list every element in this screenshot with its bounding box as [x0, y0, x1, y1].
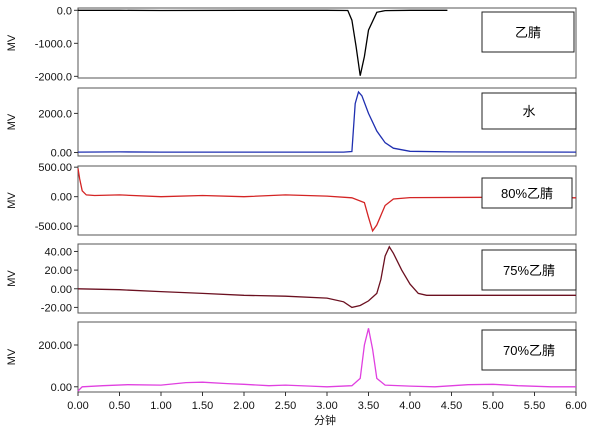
legend-box	[481, 11, 575, 53]
y-tick-label: -1000.0	[35, 38, 72, 50]
y-tick-label: 0.00	[51, 284, 72, 296]
series-label: 水	[522, 104, 535, 119]
x-tick-label: 2.50	[275, 400, 296, 412]
y-tick-label: 500.00	[38, 162, 72, 174]
x-tick-label: 6.00	[565, 400, 586, 412]
series-line	[78, 9, 448, 76]
x-axis: 0.00 0.50 1.00 1.50 2.00 2.50 3.00 3.50 4.00 4.50…	[67, 392, 587, 427]
x-tick-label: 2.00	[233, 400, 254, 412]
y-tick-label: 2000.0	[38, 108, 72, 120]
y-tick-label: -20.00	[41, 302, 72, 314]
x-tick-label: 4.50	[441, 400, 462, 412]
series-line	[77, 90, 577, 153]
legend-box	[481, 249, 577, 291]
y-tick-label: 0.00	[51, 147, 72, 159]
y-tick-label: 0.0	[57, 5, 72, 17]
x-tick-label: 5.50	[524, 400, 545, 412]
panel-1: 0.0 -1000.0 -2000.0 MV 乙腈	[6, 5, 577, 83]
legend-box	[481, 177, 573, 209]
x-tick-label: 3.50	[358, 400, 379, 412]
series-line	[77, 328, 576, 392]
x-tick-label: 4.00	[399, 400, 420, 412]
x-tick-label: 0.50	[109, 400, 130, 412]
y-tick-label: 0.00	[51, 382, 72, 394]
y-tick-label: 200.00	[38, 340, 72, 352]
panel-3: 500.00 0.00 -500.00 MV 80%乙腈	[6, 162, 577, 236]
y-axis-label: MV	[6, 270, 18, 287]
panel-4: 40.00 20.00 0.00 -20.00 MV 75%乙腈	[6, 243, 577, 314]
legend-box	[481, 92, 577, 130]
x-tick-label: 5.00	[482, 400, 503, 412]
y-axis-label: MV	[6, 348, 18, 365]
series-label: 70%乙腈	[503, 343, 555, 358]
y-tick-label: 0.00	[51, 192, 72, 204]
y-axis-label: MV	[6, 34, 18, 51]
x-tick-label: 3.00	[316, 400, 337, 412]
y-tick-label: 40.00	[44, 246, 72, 258]
x-tick-label: 1.00	[150, 400, 171, 412]
x-tick-label: 1.50	[192, 400, 213, 412]
legend-box	[481, 329, 577, 371]
x-tick-label: 0.00	[67, 400, 88, 412]
y-tick-label: 20.00	[44, 265, 72, 277]
panel-5: 200.00 0.00 MV 70%乙腈	[6, 321, 577, 394]
y-axis-label: MV	[6, 192, 18, 209]
series-label: 75%乙腈	[503, 263, 555, 278]
series-label: 80%乙腈	[501, 186, 553, 201]
y-tick-label: -500.00	[35, 221, 72, 233]
x-axis-label: 分钟	[314, 413, 336, 427]
y-tick-label: -2000.0	[35, 71, 72, 83]
series-label: 乙腈	[515, 25, 541, 40]
series-line	[77, 168, 577, 233]
panel-2: 0.00 2000.0 MV 水	[6, 87, 577, 159]
y-axis-label: MV	[6, 113, 18, 130]
series-line	[77, 245, 576, 309]
